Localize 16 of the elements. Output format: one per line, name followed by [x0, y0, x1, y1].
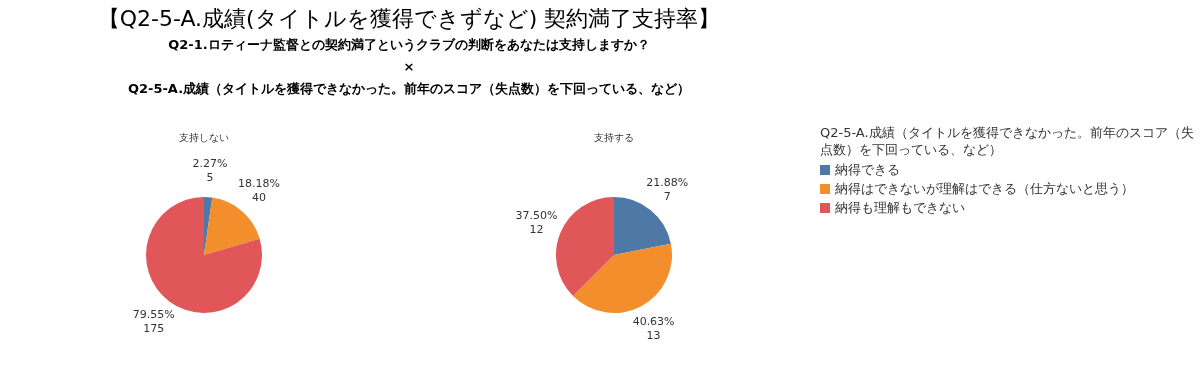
text: ×: [402, 58, 416, 76]
data-label: 79.55% 175: [132, 308, 175, 336]
legend-title: Q2-5-A.成績（タイトルを獲得できなかった。前年のスコア（失点数）を下回っている、など）: [820, 124, 1195, 158]
data-label: 18.18% 40: [238, 177, 280, 205]
legend-label: 納得も理解もできない: [835, 199, 965, 216]
text: 【Q2-5-A.成績(タイトルを獲得できずなど) 契約満了支持率】: [96, 5, 722, 33]
legend-label: 納得はできないが理解はできる（仕方ないと思う）: [835, 180, 1134, 197]
data-label: 21.88% 7: [646, 175, 689, 203]
data-label: 40.63% 13: [632, 314, 675, 342]
chart-title: 支持する: [594, 131, 634, 143]
text: Q2-5-A.成績（タイトルを獲得できなかった。前年のスコア（失点数）を下回っている、など）: [126, 80, 692, 98]
data-label: 37.50% 12: [515, 208, 558, 236]
legend-label: 納得できる: [835, 161, 900, 178]
chart-title: 支持しない: [179, 131, 229, 143]
text: Q2-1.ロティーナ監督との契約満了というクラブの判断をあなたは支持しますか？: [167, 36, 651, 54]
data-label: 2.27% 5: [192, 157, 228, 185]
